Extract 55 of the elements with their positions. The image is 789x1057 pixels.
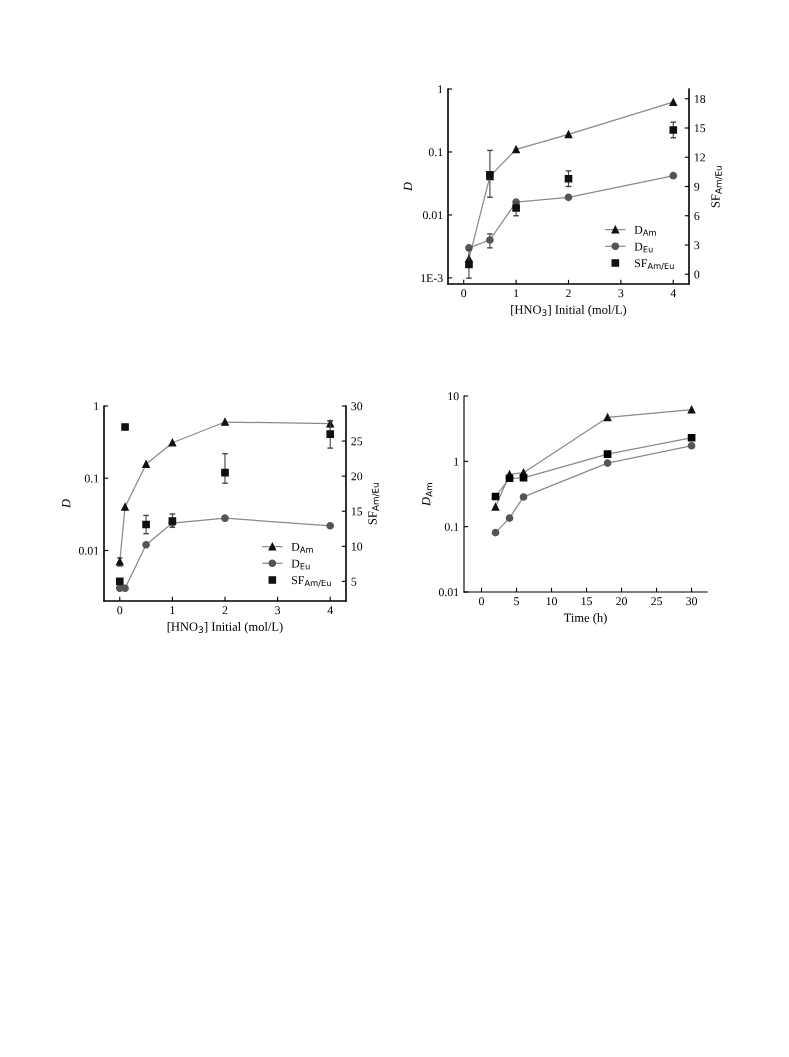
legend-label: D$_{Eu}$ xyxy=(634,242,653,253)
y-axis-title: D$_{Am}$ xyxy=(422,483,433,507)
y-tick-label: 10 xyxy=(448,392,459,401)
y2-tick-label: 15 xyxy=(694,124,706,133)
x-tick-label: 3 xyxy=(275,606,281,615)
y2-axis-title: SF$_{Am/Eu}$ xyxy=(711,166,723,208)
y2-tick-label: 10 xyxy=(351,542,363,551)
y-tick-label: 0.01 xyxy=(78,546,99,555)
y-tick-label: 0.1 xyxy=(428,148,443,157)
y-tick-label: 0.01 xyxy=(422,211,443,220)
y-tick-label: 0.01 xyxy=(438,588,459,597)
x-tick-label: 0 xyxy=(461,289,467,298)
legend-label: D$_{Eu}$ xyxy=(291,559,310,570)
x-tick-label: 5 xyxy=(514,597,520,606)
x-tick-label: 0 xyxy=(117,606,123,615)
legend-label: SF$_{Am/Eu}$ xyxy=(292,576,331,587)
y-tick-label: 0.1 xyxy=(84,474,99,483)
x-axis-title: [HNO$_{3}$] Initial (mol/L) xyxy=(167,622,283,634)
x-tick-label: 10 xyxy=(546,597,557,606)
x-axis-title: Time (h) xyxy=(563,613,607,625)
x-tick-label: 2 xyxy=(222,606,228,615)
y2-tick-label: 9 xyxy=(694,182,700,191)
x-tick-label: 1 xyxy=(514,289,519,298)
y-tick-label: 1 xyxy=(438,85,443,94)
y2-tick-label: 18 xyxy=(694,95,706,103)
y-tick-label: 1 xyxy=(454,457,459,466)
x-tick-label: 1 xyxy=(170,606,175,615)
x-axis-title: [HNO$_{3}$] Initial (mol/L) xyxy=(511,305,627,317)
x-tick-label: 25 xyxy=(651,597,663,606)
y-tick-label: 0.1 xyxy=(444,522,459,531)
y2-tick-label: 25 xyxy=(351,437,363,446)
x-tick-label: 3 xyxy=(618,289,624,298)
x-tick-label: 20 xyxy=(616,597,628,606)
y-tick-label: 1 xyxy=(94,402,99,411)
legend-label: D$_{Am}$ xyxy=(634,225,656,236)
y2-axis-title: SF$_{Am/Eu}$ xyxy=(368,483,380,525)
x-tick-label: 15 xyxy=(581,597,592,606)
y-axis-title: D xyxy=(62,499,71,509)
y2-tick-label: 12 xyxy=(694,153,706,162)
y2-tick-label: 30 xyxy=(351,402,363,411)
x-tick-label: 4 xyxy=(670,289,677,298)
y2-tick-label: 15 xyxy=(351,507,363,516)
y-tick-label: 1E-3 xyxy=(421,274,443,283)
legend-label: SF$_{Am/Eu}$ xyxy=(635,259,674,270)
y2-tick-label: 0 xyxy=(694,270,700,279)
y2-tick-label: 5 xyxy=(351,577,357,586)
x-tick-label: 4 xyxy=(327,606,333,615)
y2-tick-label: 3 xyxy=(694,241,700,250)
x-tick-label: 0 xyxy=(479,597,485,606)
x-tick-label: 2 xyxy=(566,289,571,298)
y2-tick-label: 6 xyxy=(694,212,700,220)
legend-label: D$_{Am}$ xyxy=(291,542,313,553)
x-tick-label: 30 xyxy=(686,597,698,606)
y2-tick-label: 20 xyxy=(351,472,363,481)
y-axis-title: D xyxy=(403,182,412,192)
